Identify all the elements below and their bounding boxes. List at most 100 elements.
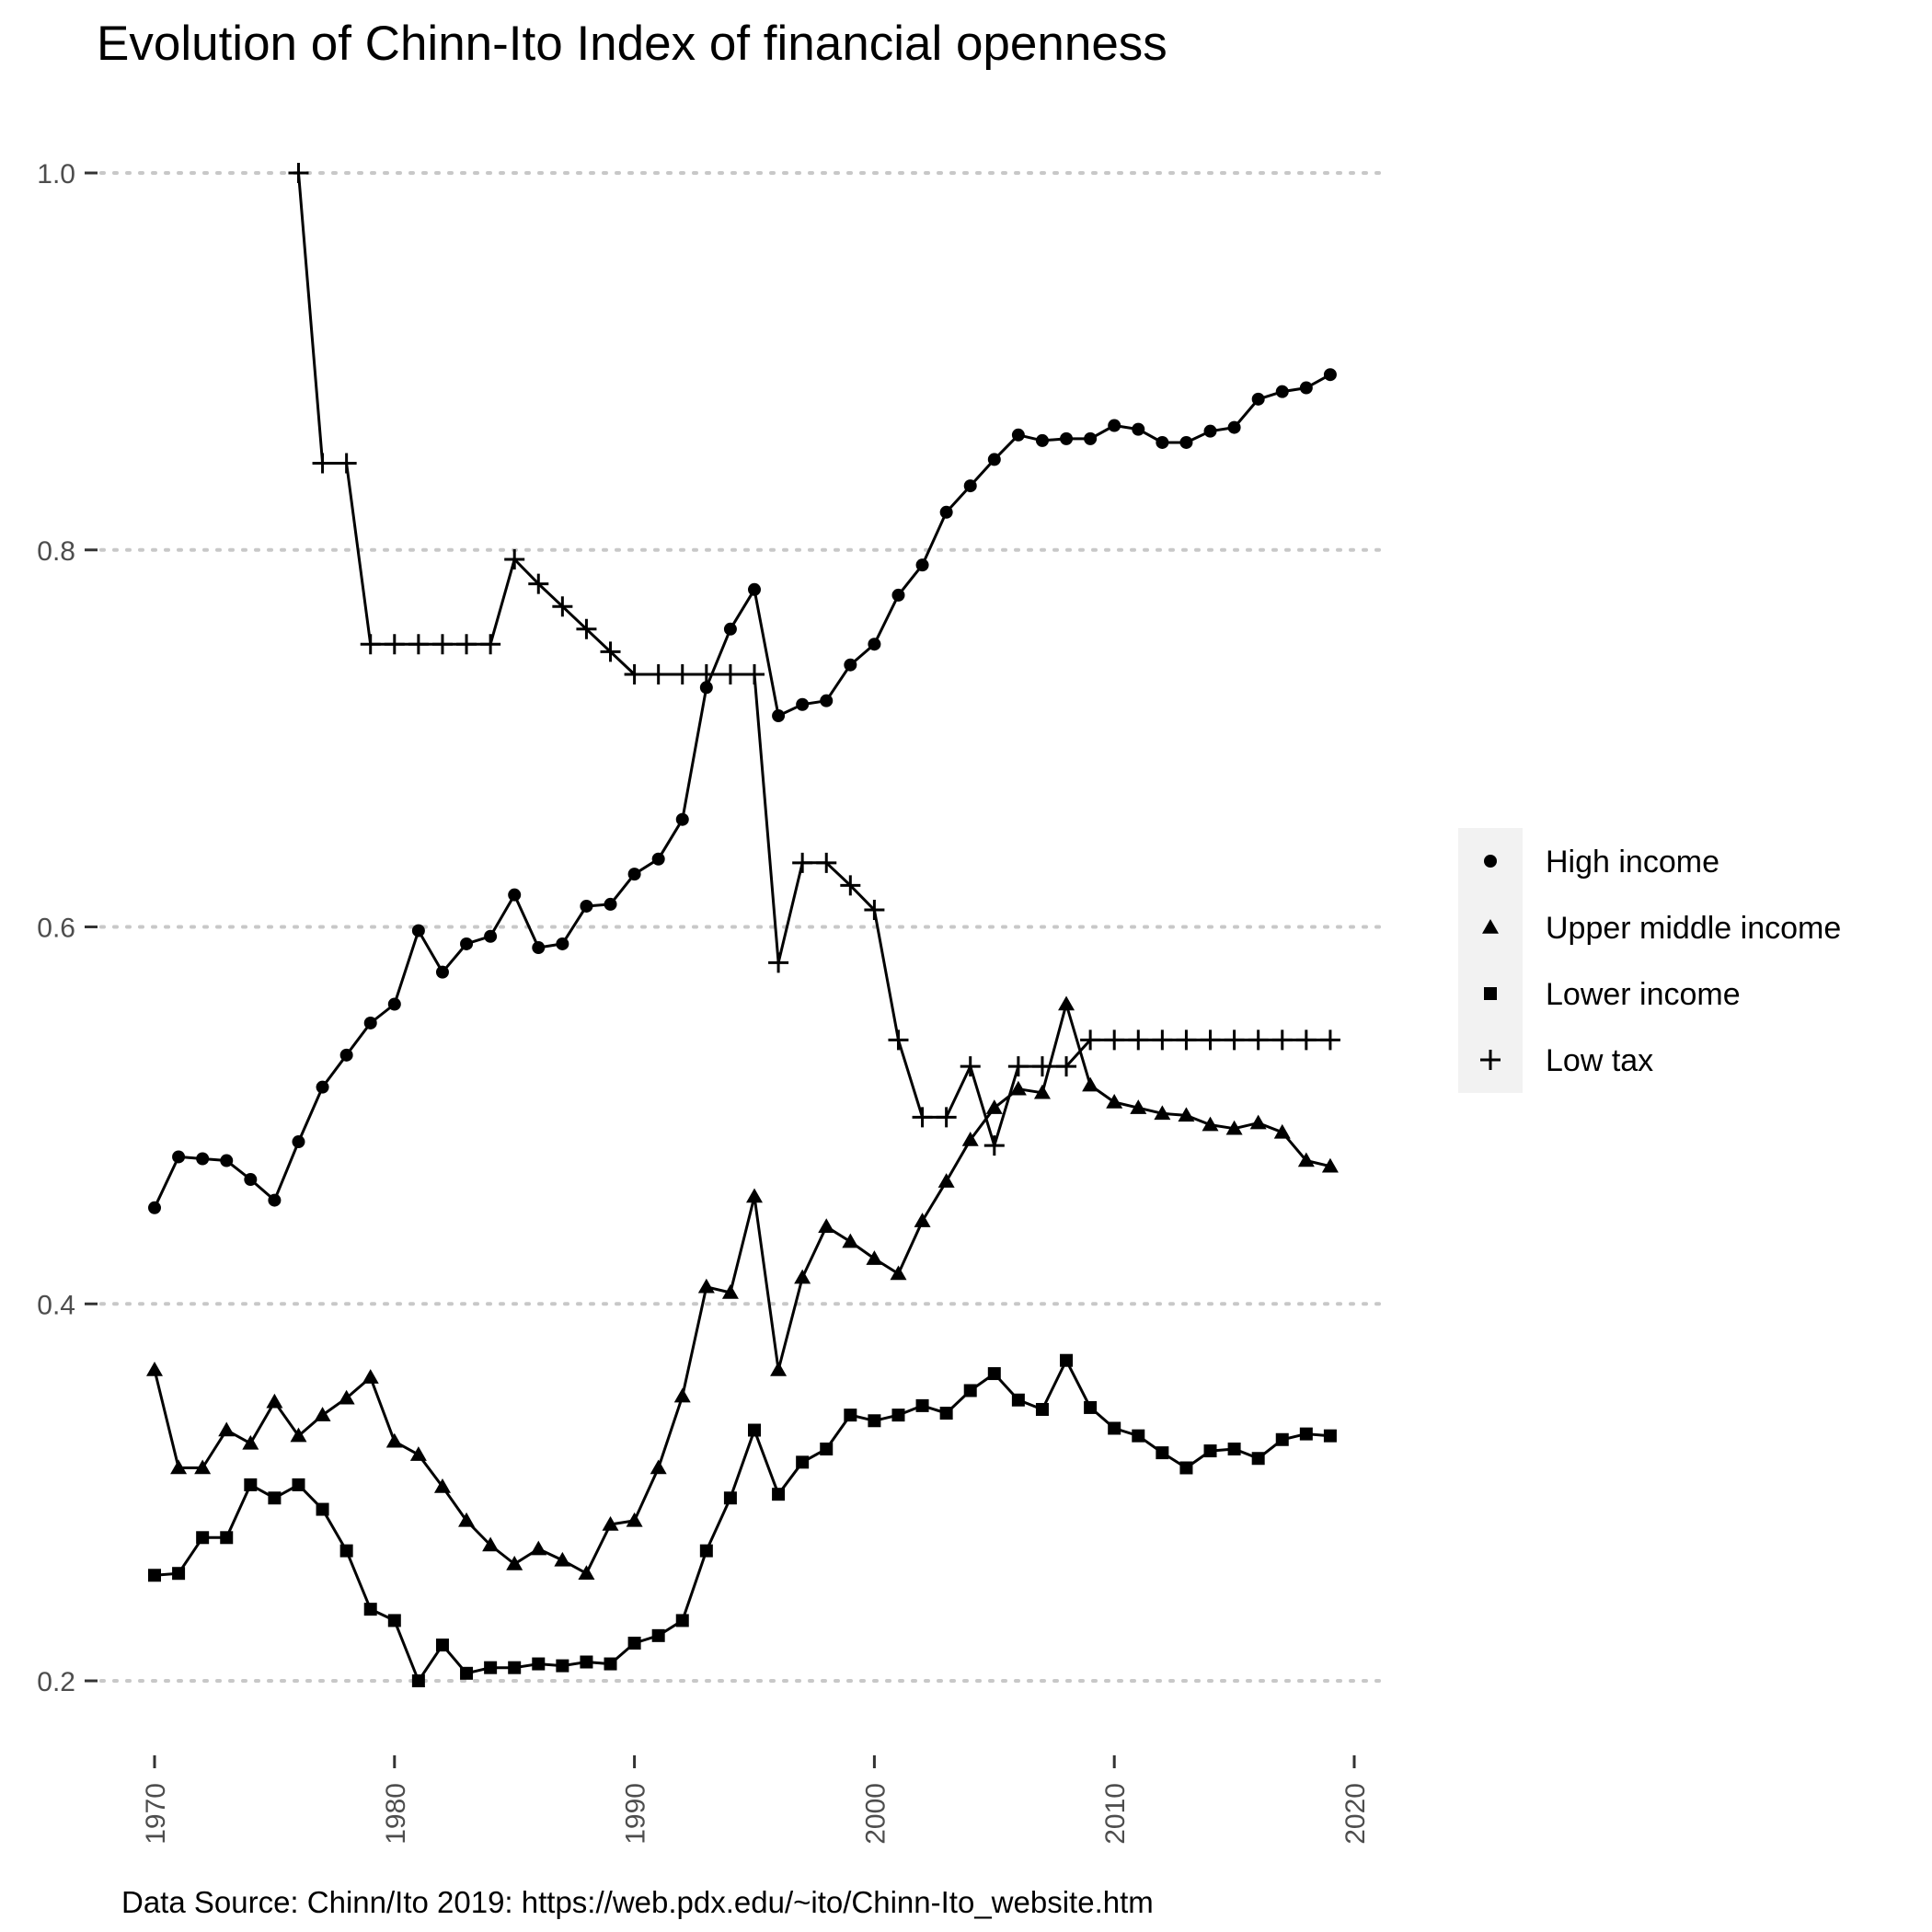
data-point-lower-income bbox=[435, 1639, 449, 1652]
data-point-upper-middle-income bbox=[1321, 1157, 1339, 1173]
data-point-low-tax bbox=[1104, 1029, 1125, 1051]
data-point-lower-income bbox=[772, 1488, 786, 1501]
data-point-high-income bbox=[1035, 433, 1049, 447]
data-point-high-income bbox=[1251, 392, 1265, 406]
data-point-upper-middle-income bbox=[1249, 1114, 1267, 1130]
data-point-high-income bbox=[556, 937, 569, 950]
data-point-low-tax bbox=[1056, 1056, 1077, 1077]
data-point-high-income bbox=[1275, 385, 1289, 398]
data-point-low-tax bbox=[1319, 1029, 1340, 1051]
series-low-tax bbox=[288, 163, 1340, 1156]
legend-key-low-tax bbox=[1480, 1050, 1501, 1070]
data-point-lower-income bbox=[604, 1657, 617, 1671]
data-point-high-income bbox=[723, 622, 737, 636]
data-point-high-income bbox=[435, 965, 449, 979]
data-point-lower-income bbox=[508, 1661, 522, 1674]
data-point-high-income bbox=[1108, 419, 1121, 432]
data-point-upper-middle-income bbox=[1009, 1080, 1027, 1096]
data-point-lower-income bbox=[268, 1491, 282, 1505]
data-point-upper-middle-income bbox=[1106, 1094, 1123, 1109]
y-tick-label: 0.6 bbox=[37, 914, 75, 944]
data-point-low-tax bbox=[431, 634, 453, 655]
series-lower-income bbox=[148, 1353, 1337, 1687]
data-point-low-tax bbox=[408, 634, 429, 655]
y-axis: 0.2 0.4 0.6 0.8 1.0 bbox=[37, 159, 98, 1697]
data-point-low-tax bbox=[672, 663, 693, 684]
data-point-lower-income bbox=[1227, 1443, 1241, 1456]
data-point-lower-income bbox=[868, 1414, 881, 1428]
data-point-upper-middle-income bbox=[554, 1551, 571, 1567]
legend-item-lower-income: Lower income bbox=[1484, 977, 1741, 1012]
data-point-lower-income bbox=[1084, 1400, 1098, 1414]
data-point-low-tax bbox=[1031, 1056, 1052, 1077]
data-point-lower-income bbox=[1275, 1432, 1289, 1446]
data-point-lower-income bbox=[244, 1478, 258, 1491]
data-point-lower-income bbox=[1108, 1421, 1121, 1435]
data-point-high-income bbox=[963, 479, 977, 493]
data-point-high-income bbox=[675, 812, 689, 826]
data-point-lower-income bbox=[723, 1491, 737, 1505]
data-point-low-tax bbox=[1248, 1029, 1269, 1051]
data-point-high-income bbox=[1179, 435, 1193, 449]
data-point-lower-income bbox=[196, 1531, 210, 1545]
legend-key-high-income bbox=[1484, 855, 1497, 868]
data-point-low-tax bbox=[719, 663, 741, 684]
data-point-low-tax bbox=[983, 1135, 1005, 1156]
data-point-low-tax bbox=[1080, 1029, 1101, 1051]
data-point-low-tax bbox=[528, 573, 549, 594]
data-point-high-income bbox=[1132, 422, 1145, 436]
legend-key-upper-middle-income bbox=[1482, 919, 1499, 934]
data-point-upper-middle-income bbox=[146, 1361, 163, 1376]
data-point-upper-middle-income bbox=[746, 1188, 763, 1203]
data-point-lower-income bbox=[363, 1603, 377, 1616]
data-point-low-tax bbox=[912, 1107, 933, 1128]
data-point-upper-middle-income bbox=[1273, 1123, 1291, 1139]
data-point-high-income bbox=[844, 658, 857, 672]
data-point-upper-middle-income bbox=[266, 1393, 283, 1409]
data-point-low-tax bbox=[1224, 1029, 1245, 1051]
data-point-lower-income bbox=[1011, 1393, 1025, 1407]
data-point-lower-income bbox=[963, 1384, 977, 1397]
data-point-low-tax bbox=[888, 1029, 909, 1051]
data-point-lower-income bbox=[651, 1628, 665, 1642]
data-point-upper-middle-income bbox=[818, 1218, 835, 1234]
data-point-upper-middle-income bbox=[458, 1512, 476, 1527]
data-point-low-tax bbox=[480, 634, 501, 655]
data-point-low-tax bbox=[1128, 1029, 1149, 1051]
data-point-high-income bbox=[484, 929, 498, 943]
data-point-lower-income bbox=[820, 1443, 834, 1456]
data-point-upper-middle-income bbox=[530, 1540, 547, 1556]
data-point-upper-middle-income bbox=[985, 1099, 1003, 1114]
data-point-low-tax bbox=[384, 634, 405, 655]
data-point-upper-middle-income bbox=[1297, 1152, 1315, 1167]
y-tick-label: 1.0 bbox=[37, 159, 75, 190]
data-point-upper-middle-income bbox=[1058, 995, 1075, 1011]
data-point-upper-middle-income bbox=[194, 1459, 212, 1475]
data-point-low-tax bbox=[1200, 1029, 1221, 1051]
x-tick-label: 2020 bbox=[1340, 1783, 1371, 1845]
data-point-high-income bbox=[363, 1016, 377, 1029]
data-point-upper-middle-income bbox=[482, 1536, 500, 1552]
data-point-lower-income bbox=[532, 1657, 546, 1671]
data-point-low-tax bbox=[960, 1056, 981, 1077]
data-point-high-income bbox=[292, 1135, 305, 1149]
data-point-low-tax bbox=[624, 663, 645, 684]
data-point-low-tax bbox=[792, 852, 813, 873]
legend-item-upper-middle-income: Upper middle income bbox=[1482, 911, 1841, 946]
data-point-upper-middle-income bbox=[1202, 1116, 1219, 1132]
data-point-high-income bbox=[1011, 428, 1025, 442]
data-point-low-tax bbox=[840, 875, 861, 896]
data-point-upper-middle-income bbox=[506, 1555, 523, 1570]
data-point-high-income bbox=[1323, 368, 1337, 382]
legend-label: Upper middle income bbox=[1546, 911, 1841, 946]
data-point-upper-middle-income bbox=[1178, 1107, 1195, 1122]
data-point-lower-income bbox=[675, 1614, 689, 1627]
series-high-income bbox=[148, 368, 1337, 1214]
data-point-lower-income bbox=[844, 1409, 857, 1422]
data-point-lower-income bbox=[915, 1398, 929, 1412]
data-point-low-tax bbox=[1007, 1056, 1029, 1077]
data-point-upper-middle-income bbox=[1033, 1084, 1051, 1099]
data-point-lower-income bbox=[891, 1409, 905, 1422]
legend-key-background bbox=[1458, 828, 1523, 1093]
data-point-high-income bbox=[268, 1193, 282, 1207]
